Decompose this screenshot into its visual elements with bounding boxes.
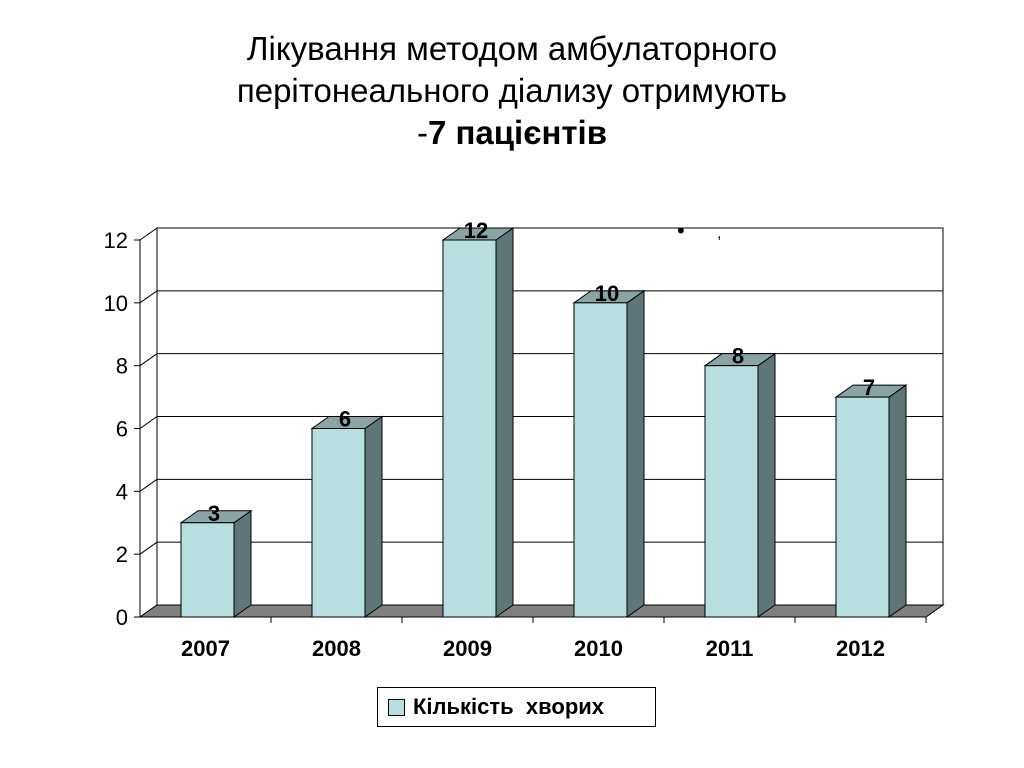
gridline-side xyxy=(139,290,158,304)
chart-axes xyxy=(134,228,927,623)
title-dash: - xyxy=(416,114,428,151)
bar-side xyxy=(626,289,645,618)
gridline-side xyxy=(139,353,158,367)
bar-2009 xyxy=(441,227,515,618)
bar-front xyxy=(442,239,497,618)
x-category-label: 2009 xyxy=(443,636,492,661)
gridline-side xyxy=(139,541,158,555)
y-tick-label: 6 xyxy=(116,417,128,442)
bar-value-label: 6 xyxy=(339,407,351,432)
bar-value-label: 12 xyxy=(464,218,488,243)
chart-grid xyxy=(138,227,945,618)
x-category-label: 2008 xyxy=(312,636,361,661)
y-tick-label: 2 xyxy=(116,542,128,567)
bar-2012 xyxy=(834,384,908,618)
bar-side xyxy=(364,415,383,618)
y-tick-label: 12 xyxy=(104,228,128,253)
bar-side xyxy=(233,509,252,618)
title-line-1: Лікування методом амбулаторного xyxy=(246,30,778,67)
x-category-label: 2007 xyxy=(181,636,230,661)
y-tick-label: 10 xyxy=(104,291,128,316)
chart-floor xyxy=(138,604,945,618)
gridline-side xyxy=(139,227,158,241)
bar-front xyxy=(311,428,366,618)
bar-side xyxy=(888,384,907,618)
gridline-side xyxy=(139,416,158,429)
title-patient-count: 7 пацієнтів xyxy=(427,114,608,151)
chart-legend: Кількість хворих xyxy=(377,687,656,727)
bar-2007 xyxy=(179,509,253,618)
chart-labels: 0 2 4 6 8 10 12 2007 3 2008 6 2009 12 2010 10 2011 8 2012… xyxy=(104,218,885,661)
bar-value-label: 7 xyxy=(863,375,875,400)
bar-side xyxy=(757,352,776,618)
y-tick-label: 4 xyxy=(116,479,128,504)
y-tick-label: 0 xyxy=(116,605,128,630)
title-line-3: -7 пацієнтів xyxy=(0,112,1024,154)
bar-front xyxy=(835,396,890,618)
x-category-label: 2010 xyxy=(574,636,623,661)
bar-value-label: 3 xyxy=(208,501,220,526)
slide-title: Лікування методом амбулаторного перітоне… xyxy=(0,28,1024,154)
y-tick-label: 8 xyxy=(116,354,128,379)
bar-2010 xyxy=(572,289,646,618)
title-line-2: перітонеального діализу отримують xyxy=(236,72,788,109)
bar-value-label: 8 xyxy=(732,344,744,369)
gridline-side xyxy=(139,478,158,492)
bar-value-label: 10 xyxy=(595,281,619,306)
stray-bullet-mark: • xyxy=(677,218,685,243)
chart-bars xyxy=(179,227,908,618)
bar-2011 xyxy=(703,352,777,618)
legend-series-name: Кількість хворих xyxy=(413,694,605,719)
bar-front xyxy=(180,522,235,618)
bar-front xyxy=(573,302,628,618)
bar-front xyxy=(704,365,759,618)
bar-2008 xyxy=(310,415,384,618)
x-category-label: 2012 xyxy=(836,636,885,661)
bar-side xyxy=(495,227,514,618)
legend-swatch xyxy=(388,698,405,716)
stray-comma-mark: , xyxy=(717,225,722,242)
x-category-label: 2011 xyxy=(706,636,754,661)
